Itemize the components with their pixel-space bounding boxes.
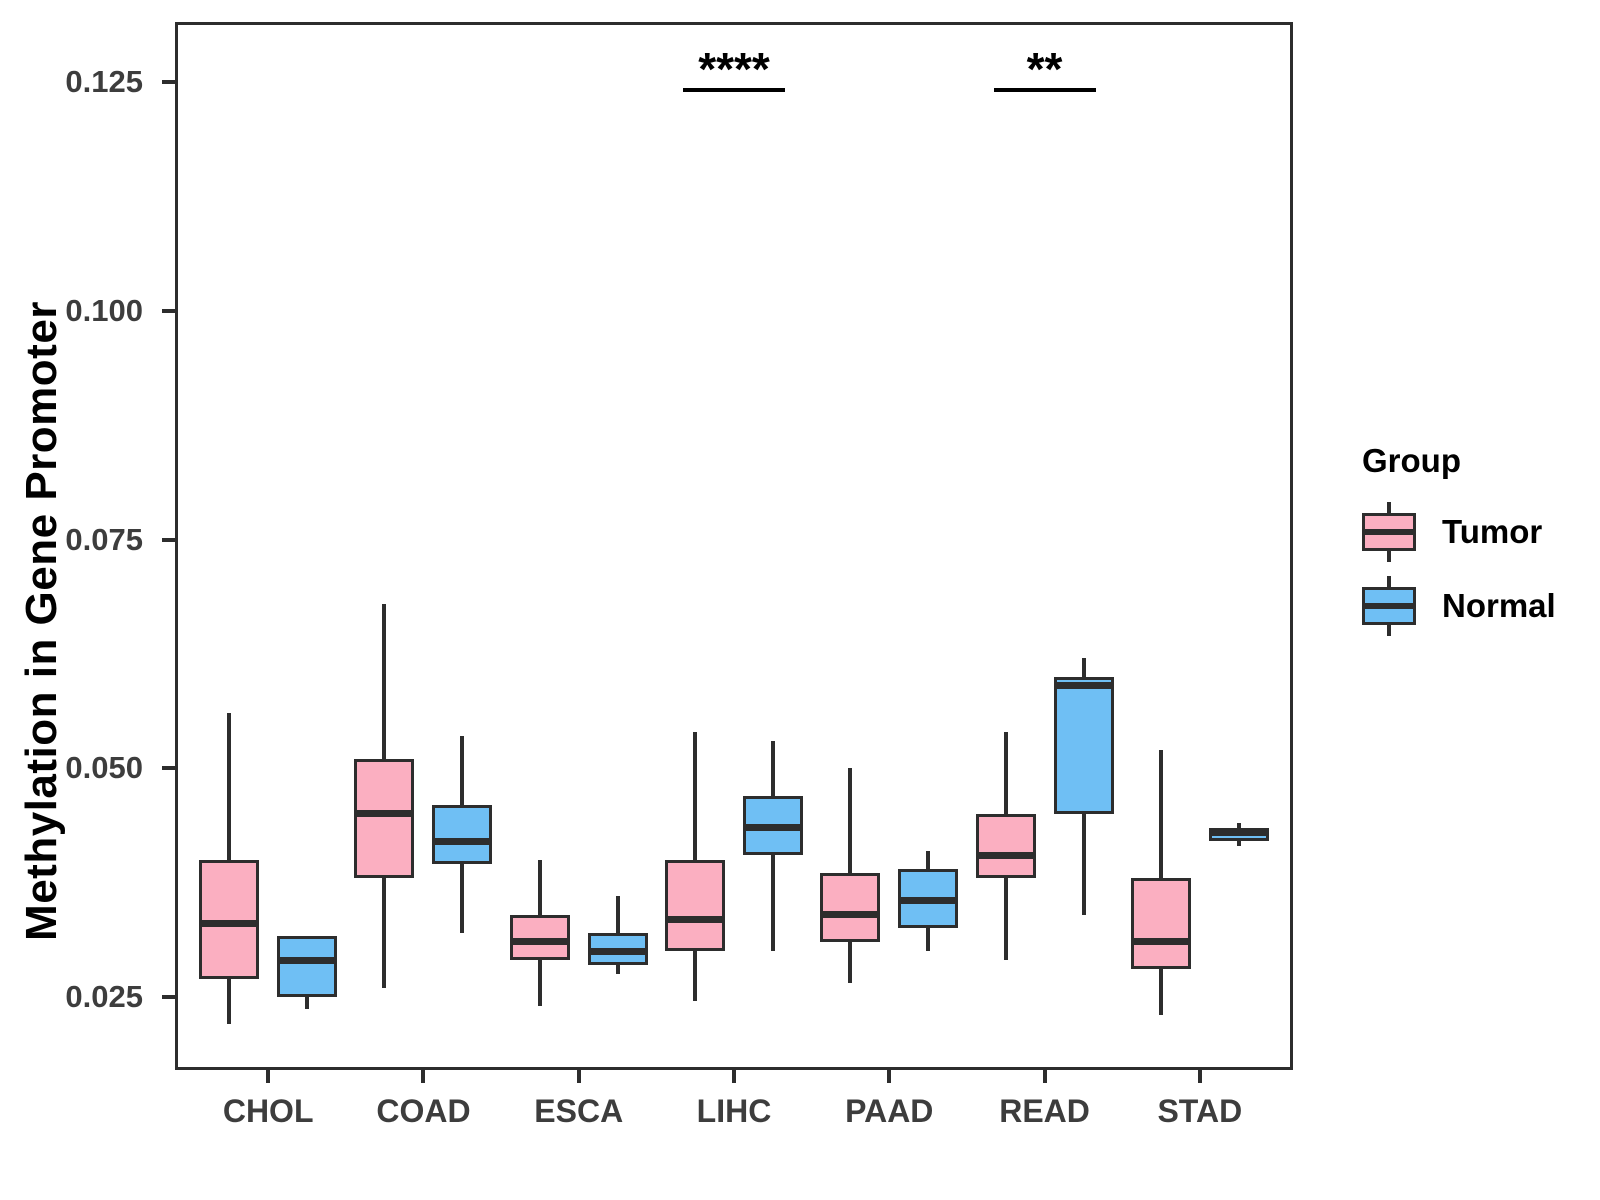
y-tick-label: 0.125 — [65, 64, 143, 100]
x-tick-mark — [421, 1070, 426, 1083]
legend-title: Group — [1362, 442, 1461, 479]
whisker-upper-tumor-ESCA — [537, 859, 542, 915]
median-normal-COAD — [432, 837, 493, 845]
box-normal-READ — [1053, 676, 1114, 814]
whisker-lower-tumor-ESCA — [537, 960, 542, 1006]
x-tick-mark — [1197, 1070, 1202, 1083]
median-normal-PAAD — [898, 897, 959, 905]
y-tick-mark — [162, 766, 175, 771]
x-tick-mark — [887, 1070, 892, 1083]
key-box — [1362, 513, 1416, 551]
whisker-lower-tumor-LIHC — [693, 951, 697, 1002]
median-tumor-STAD — [1130, 938, 1191, 946]
median-normal-LIHC — [743, 824, 803, 832]
whisker-lower-normal-READ — [1081, 813, 1086, 915]
significance-label-LIHC: **** — [698, 43, 770, 95]
legend-label-normal: Normal — [1442, 587, 1556, 624]
y-tick-label: 0.025 — [65, 978, 143, 1014]
plot-panel — [175, 22, 1293, 1070]
whisker-lower-normal-STAD — [1236, 841, 1241, 846]
whisker-lower-normal-ESCA — [615, 964, 620, 974]
median-normal-READ — [1053, 682, 1114, 690]
boxplot-key-icon — [1362, 502, 1416, 562]
median-tumor-PAAD — [820, 911, 881, 919]
whisker-upper-normal-COAD — [460, 736, 465, 805]
whisker-lower-normal-COAD — [460, 864, 465, 933]
whisker-upper-tumor-PAAD — [848, 768, 853, 874]
key-whisker-bottom — [1387, 551, 1391, 562]
median-tumor-ESCA — [509, 938, 570, 946]
whisker-lower-tumor-PAAD — [848, 941, 853, 984]
legend: Group Tumor Normal — [1362, 442, 1556, 650]
box-normal-COAD — [432, 804, 493, 865]
whisker-lower-tumor-READ — [1003, 877, 1008, 961]
box-tumor-CHOL — [199, 859, 260, 979]
whisker-upper-tumor-READ — [1003, 731, 1008, 814]
box-tumor-STAD — [1130, 877, 1191, 970]
y-tick-label: 0.050 — [65, 750, 143, 786]
x-tick-mark — [576, 1070, 581, 1083]
whisker-upper-tumor-LIHC — [693, 731, 697, 860]
median-tumor-CHOL — [199, 920, 260, 928]
key-median — [1365, 529, 1413, 535]
box-tumor-ESCA — [509, 914, 570, 961]
legend-entry-tumor: Tumor — [1362, 502, 1556, 562]
key-median — [1365, 603, 1413, 609]
whisker-upper-tumor-CHOL — [227, 713, 232, 860]
key-whisker-top — [1387, 576, 1391, 587]
x-tick-label: STAD — [1157, 1093, 1243, 1129]
key-whisker-top — [1387, 502, 1391, 513]
whisker-upper-normal-PAAD — [926, 850, 931, 869]
x-tick-label: READ — [999, 1093, 1090, 1129]
whisker-lower-tumor-COAD — [382, 877, 387, 988]
key-box — [1362, 587, 1416, 625]
y-tick-mark — [162, 308, 175, 313]
median-tumor-LIHC — [665, 915, 725, 923]
whisker-lower-normal-PAAD — [926, 928, 931, 952]
whisker-upper-normal-ESCA — [615, 896, 620, 933]
y-tick-mark — [162, 994, 175, 999]
whisker-upper-tumor-COAD — [382, 603, 387, 760]
whisker-upper-normal-LIHC — [771, 740, 775, 796]
whisker-lower-normal-LIHC — [771, 855, 775, 952]
median-tumor-COAD — [354, 810, 415, 818]
x-tick-label: PAAD — [845, 1093, 934, 1129]
y-tick-mark — [162, 80, 175, 85]
median-normal-STAD — [1208, 828, 1269, 836]
y-tick-label: 0.100 — [65, 292, 143, 328]
box-tumor-READ — [975, 813, 1036, 878]
significance-bar-READ — [993, 88, 1096, 92]
box-tumor-PAAD — [820, 873, 881, 942]
key-whisker-bottom — [1387, 625, 1391, 636]
legend-entry-normal: Normal — [1362, 576, 1556, 636]
x-tick-mark — [1042, 1070, 1047, 1083]
median-normal-CHOL — [277, 956, 338, 964]
x-tick-label: LIHC — [696, 1093, 772, 1129]
significance-label-READ: ** — [1026, 43, 1063, 95]
x-tick-mark — [266, 1070, 271, 1083]
x-tick-label: ESCA — [534, 1093, 624, 1129]
box-normal-CHOL — [277, 935, 338, 997]
y-tick-label: 0.075 — [65, 521, 143, 557]
x-tick-label: COAD — [376, 1093, 471, 1129]
whisker-upper-normal-READ — [1081, 658, 1086, 677]
whisker-lower-tumor-STAD — [1158, 969, 1163, 1016]
whisker-upper-tumor-STAD — [1158, 749, 1163, 878]
y-tick-mark — [162, 537, 175, 542]
x-tick-label: CHOL — [222, 1093, 314, 1129]
x-tick-mark — [732, 1070, 736, 1083]
median-normal-ESCA — [587, 947, 648, 955]
significance-bar-LIHC — [683, 88, 785, 92]
box-tumor-LIHC — [665, 859, 725, 952]
whisker-lower-tumor-CHOL — [227, 978, 232, 1025]
legend-label-tumor: Tumor — [1442, 513, 1543, 550]
whisker-upper-normal-STAD — [1236, 823, 1241, 828]
boxplot-key-icon — [1362, 576, 1416, 636]
whisker-lower-normal-CHOL — [305, 996, 310, 1009]
box-tumor-COAD — [354, 759, 415, 878]
median-tumor-READ — [975, 851, 1036, 859]
y-axis-title: Methylation in Gene Promoter — [17, 301, 66, 941]
